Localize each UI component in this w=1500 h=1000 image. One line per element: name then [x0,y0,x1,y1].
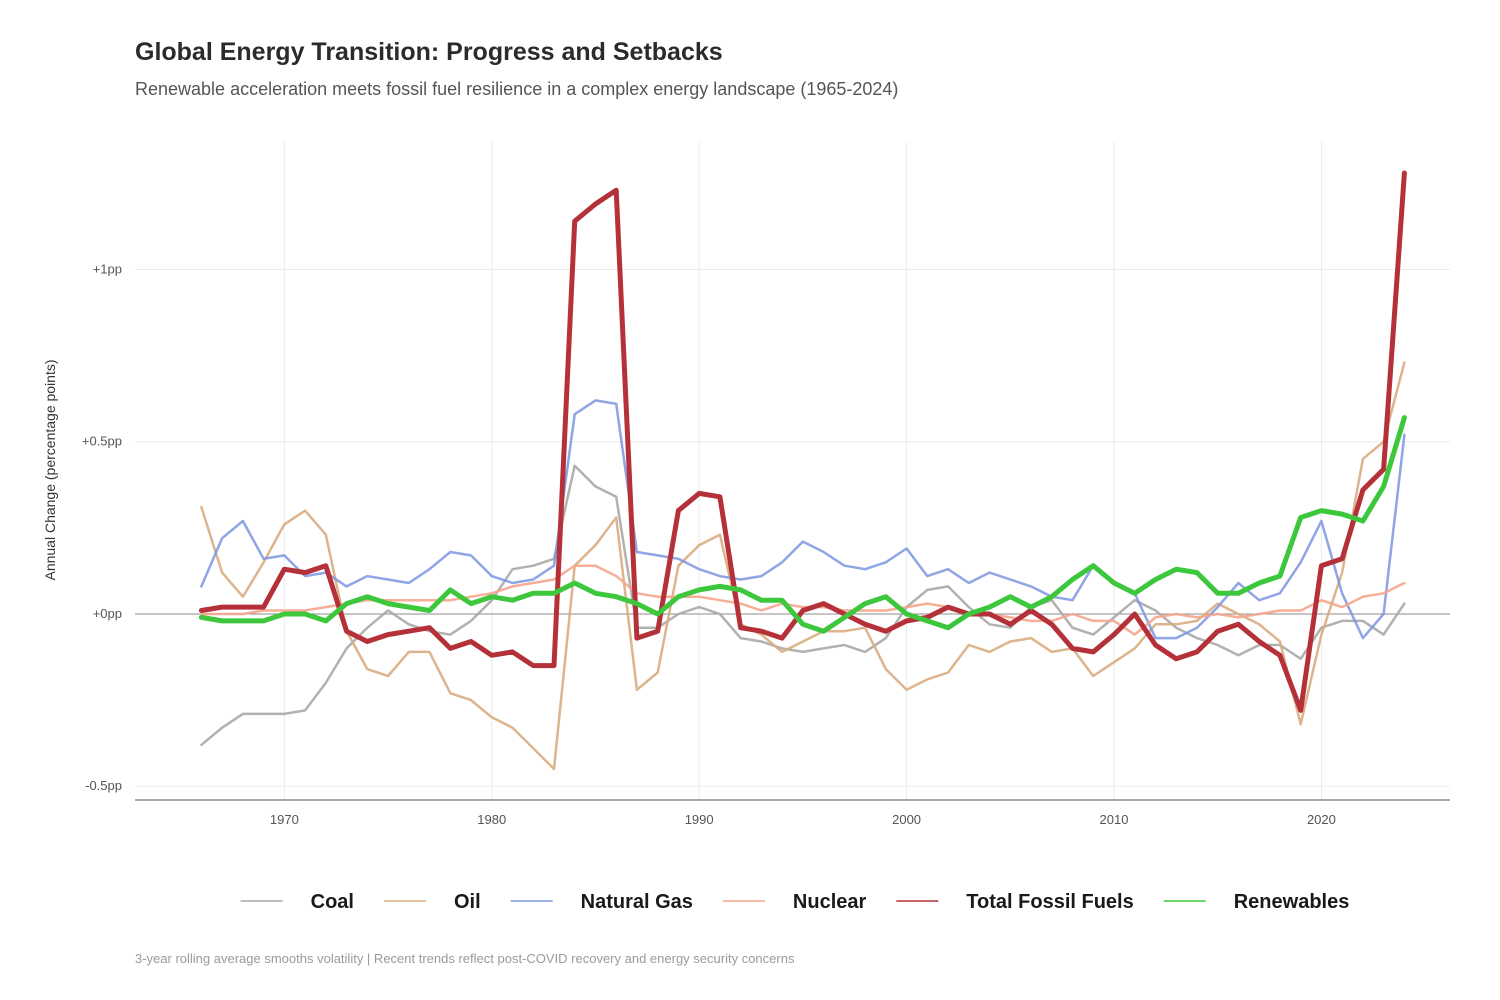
series-layer [198,170,1407,771]
legend-item-coal: Coal [240,891,354,913]
x-tick-label: 1990 [685,812,714,827]
series-line-nuclear [200,564,1406,636]
chart-legend: Coal Oil Natural Gas Nuclear Total Fossil Fu… [240,891,1350,913]
y-tick-label: +1pp [93,261,122,276]
chart-title: Global Energy Transition: Progress and S… [135,38,723,66]
legend-item-natural-gas: Natural Gas [510,891,693,913]
series-line-coal [200,464,1406,747]
x-tick-label: 2010 [1100,812,1129,827]
x-tick-label: 2000 [892,812,921,827]
legend-label: Nuclear [793,891,867,913]
series-line-total-fossil-fuels [198,170,1407,713]
grid-layer [135,142,1450,800]
series-line-natural-gas [200,399,1406,640]
legend-item-total-fossil-fuels: Total Fossil Fuels [896,891,1134,913]
y-tick-label: +0.5pp [82,434,122,449]
legend-label: Natural Gas [581,891,693,913]
legend-item-nuclear: Nuclear [722,891,867,913]
x-tick-label: 2020 [1307,812,1336,827]
x-tick-label: 1980 [477,812,506,827]
y-tick-label: +0pp [93,606,122,621]
legend-label: Total Fossil Fuels [966,891,1133,913]
series-line-renewables [198,415,1407,634]
series-line-oil [200,361,1406,771]
legend-label: Oil [454,891,481,913]
chart-subtitle: Renewable acceleration meets fossil fuel… [135,79,899,99]
x-tick-label: 1970 [270,812,299,827]
y-tick-label: -0.5pp [85,778,122,793]
legend-item-renewables: Renewables [1163,891,1350,913]
legend-label: Coal [311,891,354,913]
legend-label: Renewables [1234,891,1350,913]
y-axis-title: Annual Change (percentage points) [42,359,58,580]
axis-layer: 1970 1980 1990 2000 2010 2020 -0.5pp +0pp +0.5pp… [82,261,1450,827]
chart-caption: 3-year rolling average smooths volatilit… [135,951,795,966]
legend-item-oil: Oil [383,891,481,913]
